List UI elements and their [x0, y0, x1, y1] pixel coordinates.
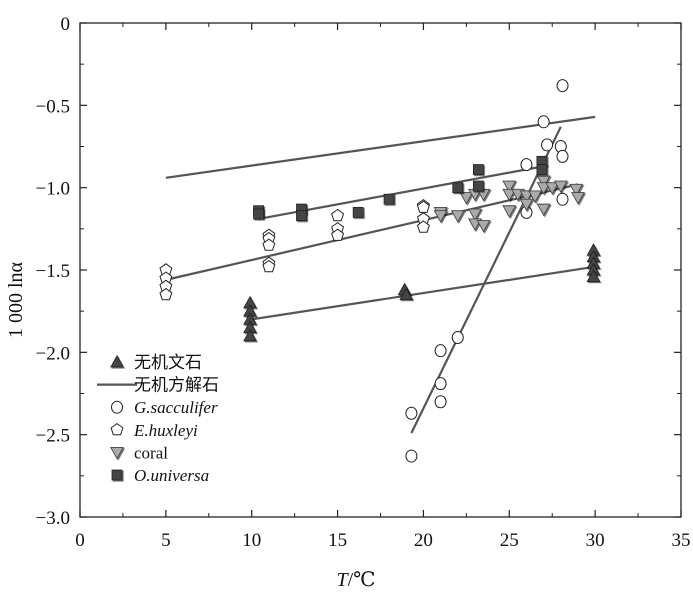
o-universa-point	[383, 193, 395, 205]
coral-point	[450, 210, 465, 223]
o-universa-point	[296, 210, 307, 222]
x-tick-label: 5	[161, 530, 171, 551]
coral-legend-swatch	[110, 446, 124, 460]
x-tick-label: 15	[328, 530, 347, 551]
inorganic-aragonite-point	[243, 328, 257, 342]
y-tick-label: −1.5	[36, 261, 70, 282]
o-universa-legend-label: O.universa	[134, 466, 209, 485]
coral-point	[553, 180, 568, 194]
inorganic-aragonite-point	[399, 287, 414, 301]
coral-point	[536, 203, 551, 217]
coral-point	[502, 180, 517, 194]
g-sacculifer-point	[434, 377, 447, 391]
g-sacculifer-point	[451, 331, 464, 345]
e-huxleyi-point	[159, 287, 173, 301]
coral-point	[571, 192, 585, 205]
g-sacculifer-legend-swatch	[111, 400, 123, 414]
x-tick-label: 35	[672, 530, 691, 551]
y-tick-label: −1.0	[36, 179, 70, 200]
e-huxleyi-point	[262, 259, 276, 273]
e-huxleyi-legend-swatch	[110, 422, 124, 436]
o-universa-legend-swatch	[111, 469, 123, 481]
x-tick-label: 20	[414, 530, 433, 551]
coral-point	[502, 205, 517, 218]
inorganic-calcite-trend-line	[165, 115, 596, 179]
coral-point	[476, 220, 491, 233]
g-sacculifer-point	[520, 158, 533, 172]
coral-legend-label: coral	[134, 443, 168, 462]
axis-ticks	[79, 22, 682, 518]
o-universa-point	[472, 180, 484, 192]
tick-labels: 0 5 10 15 20 25 30 35 0 −0.5 −1.0 −1.5 −2.0 −2.5 −3.0	[36, 14, 691, 551]
coral-point	[519, 198, 534, 212]
coral-point	[502, 188, 517, 202]
coral-point	[528, 190, 543, 204]
coral-point	[467, 208, 482, 222]
inorganic-aragonite-legend-swatch	[110, 354, 124, 368]
y-tick-label: 0	[61, 14, 71, 35]
coral-point	[569, 183, 584, 197]
g-sacculifer-point	[556, 79, 569, 93]
coral-point	[536, 175, 551, 189]
coral-point	[459, 192, 474, 205]
y-tick-label: −2.5	[36, 426, 70, 447]
g-sacculifer-point	[434, 344, 447, 358]
g-sacculifer-point	[405, 406, 418, 420]
coral-point	[433, 210, 448, 223]
y-tick-label: −3.0	[36, 508, 70, 529]
inorganic-calcite-trend-line	[251, 265, 596, 321]
e-huxleyi-point	[331, 228, 345, 241]
g-sacculifer-point	[537, 115, 550, 129]
x-tick-label: 30	[586, 530, 605, 551]
x-axis-title-variable: T	[336, 569, 349, 591]
e-huxleyi-point	[331, 208, 345, 222]
x-tick-label: 0	[75, 530, 85, 551]
e-huxleyi-point	[416, 220, 430, 233]
g-sacculifer-point	[541, 138, 554, 152]
inorganic-aragonite-point	[586, 269, 601, 282]
g-sacculifer-point	[556, 192, 569, 206]
x-axis-title-unit: /℃	[348, 569, 376, 591]
g-sacculifer-legend-label: G.sacculifer	[134, 398, 218, 417]
coral-point	[519, 190, 534, 204]
data-markers	[159, 79, 601, 463]
g-sacculifer-point	[556, 149, 569, 163]
o-universa-point	[452, 182, 464, 194]
e-huxleyi-legend-label: E.huxleyi	[133, 421, 198, 440]
e-huxleyi-point	[262, 238, 276, 251]
o-universa-point	[536, 164, 548, 175]
y-tick-label: −0.5	[36, 96, 70, 117]
inorganic-aragonite-legend-label: 无机文石	[134, 353, 202, 372]
inorganic-calcite-legend-label: 无机方解石	[134, 376, 219, 395]
x-axis-title: T/℃	[336, 569, 375, 591]
y-axis-title: 1 000 lnα	[5, 261, 27, 338]
g-sacculifer-point	[434, 395, 447, 409]
x-tick-label: 10	[242, 530, 261, 551]
coral-point	[536, 182, 551, 195]
x-tick-label: 25	[500, 530, 519, 551]
o-universa-point	[253, 208, 264, 220]
coral-point	[545, 182, 560, 195]
o-universa-point	[352, 206, 364, 218]
g-sacculifer-point	[405, 449, 418, 463]
o-universa-point	[472, 164, 484, 175]
y-tick-label: −2.0	[36, 343, 70, 364]
